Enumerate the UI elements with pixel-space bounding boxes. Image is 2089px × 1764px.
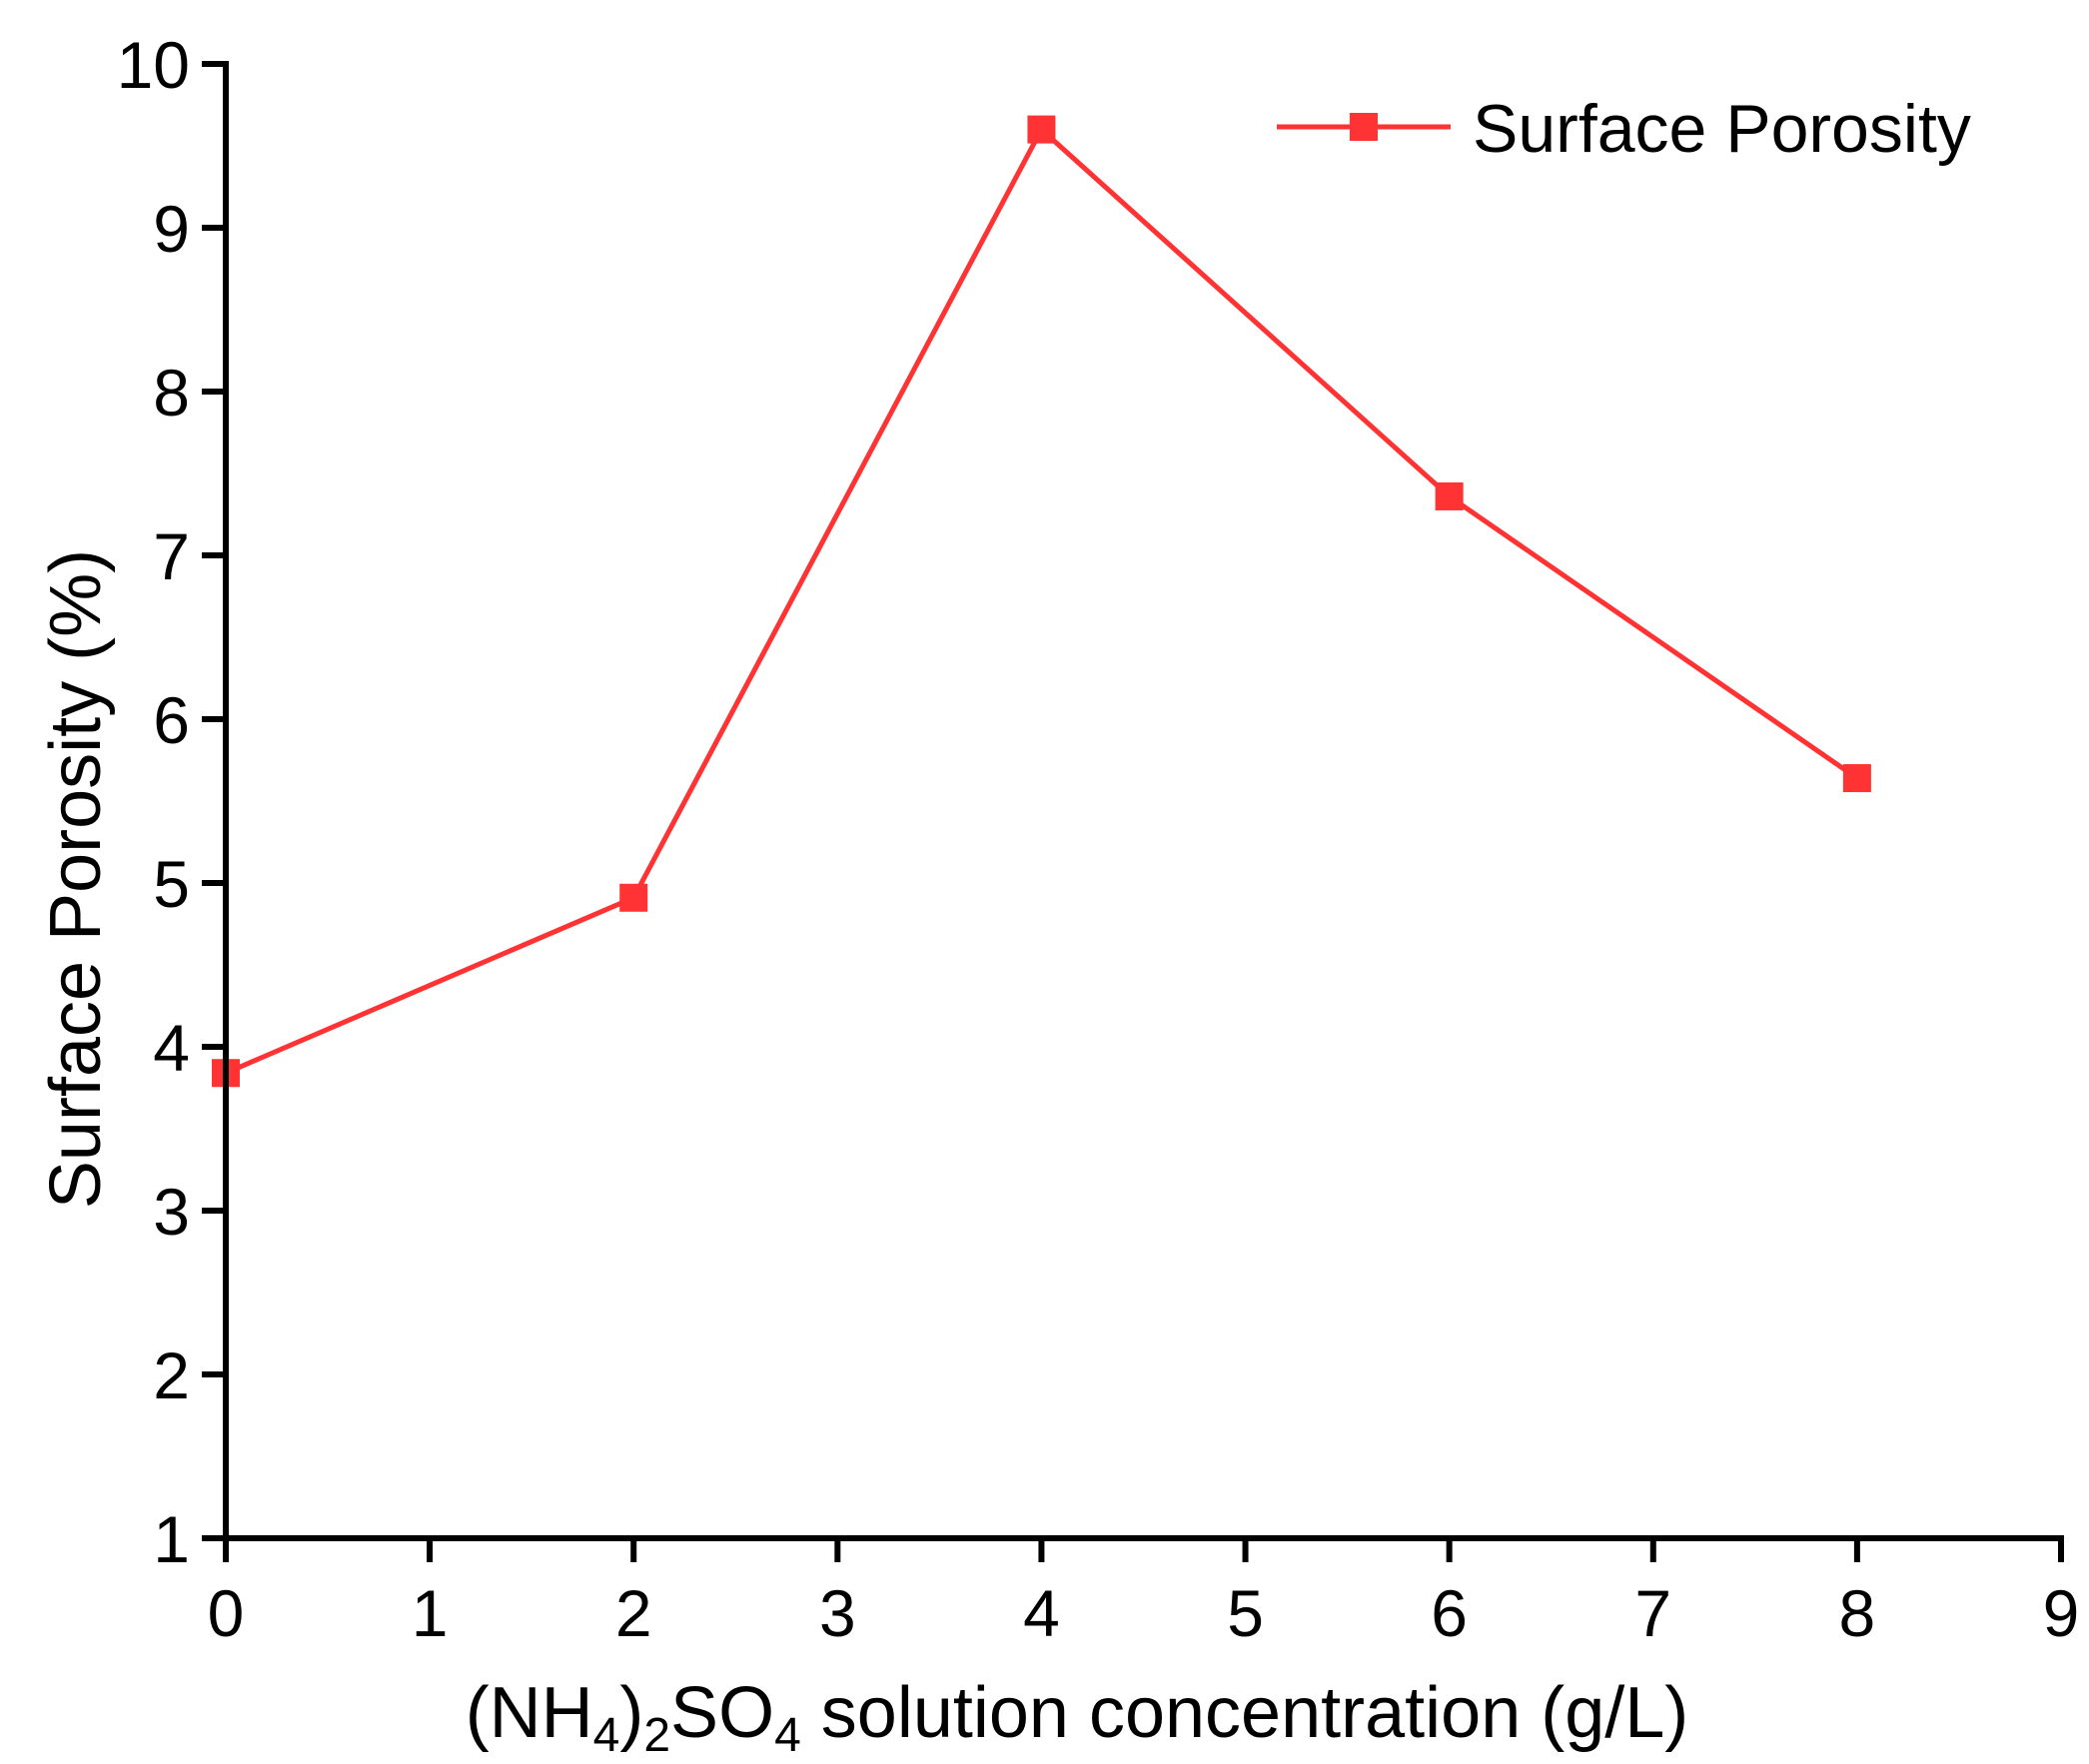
x-tick-label: 6 [1431, 1576, 1468, 1650]
x-axis-title-part: ) [619, 1673, 643, 1753]
y-axis-title: Surface Porosity (%) [36, 549, 116, 1209]
y-tick-label: 8 [153, 356, 190, 430]
legend-label: Surface Porosity [1473, 91, 1971, 167]
series-line [225, 125, 1859, 1076]
y-tick-label: 1 [153, 1502, 190, 1576]
x-tick-label: 4 [1023, 1576, 1060, 1650]
plot-area [212, 115, 1871, 1088]
x-axis-title-subscript: 2 [643, 1709, 670, 1762]
y-tick-label: 6 [153, 683, 190, 757]
y-tick-label: 2 [153, 1338, 190, 1412]
legend: Surface Porosity [1277, 91, 1971, 167]
x-axis-title: (NH4)2SO4 solution concentration (g/L) [466, 1673, 1689, 1762]
y-tick-label: 10 [117, 28, 190, 102]
x-axis-title-part: SO [670, 1673, 774, 1753]
data-point [1027, 115, 1056, 144]
y-tick-label: 7 [153, 519, 190, 593]
x-tick-label: 7 [1634, 1576, 1671, 1650]
x-axis-title-part: (NH [466, 1673, 593, 1753]
x-tick-label: 8 [1839, 1576, 1876, 1650]
data-point [619, 883, 648, 912]
legend-marker [1350, 113, 1378, 141]
y-tick-label: 4 [153, 1011, 190, 1085]
x-axis-title-subscript: 4 [774, 1709, 801, 1762]
data-point [1435, 481, 1464, 510]
x-axis-title-subscript: 4 [593, 1709, 620, 1762]
x-tick-label: 2 [615, 1576, 652, 1650]
x-tick-label: 9 [2043, 1576, 2080, 1650]
x-tick-label: 5 [1227, 1576, 1264, 1650]
y-tick-label: 9 [153, 192, 190, 266]
x-tick-label: 3 [819, 1576, 856, 1650]
data-point [1842, 764, 1871, 793]
y-tick-label: 3 [153, 1175, 190, 1249]
x-tick-label: 0 [208, 1576, 245, 1650]
x-tick-label: 1 [412, 1576, 449, 1650]
x-axis-title-part: solution concentration (g/L) [801, 1673, 1689, 1753]
y-tick-label: 5 [153, 847, 190, 921]
